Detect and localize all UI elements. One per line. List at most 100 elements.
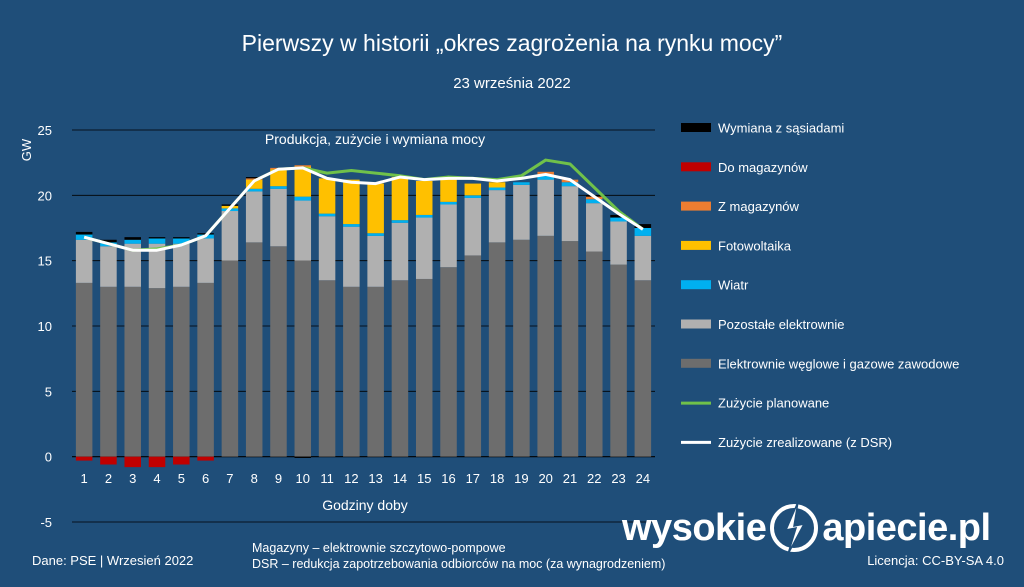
note-storage: Magazyny – elektrownie szczytowo-pompowe: [252, 541, 506, 555]
bar-segment: [586, 203, 603, 252]
bar-segment: [173, 243, 190, 287]
x-tick-label: 11: [320, 471, 334, 486]
x-tick-label: 1: [81, 471, 88, 486]
bar-segment: [634, 228, 652, 236]
bar-segment: [391, 222, 409, 281]
x-tick-label: 19: [514, 471, 528, 486]
legend-label: Wymiana z sąsiadami: [718, 121, 844, 136]
bar-segment: [415, 217, 433, 279]
bar-segment: [173, 238, 190, 244]
y-tick-label: 15: [38, 254, 52, 269]
bar-segment: [343, 179, 360, 225]
data-source: Dane: PSE | Wrzesień 2022: [32, 553, 194, 568]
chart-title: Produkcja, zużycie i wymiana mocy: [265, 131, 485, 147]
x-tick-label: 18: [490, 471, 504, 486]
bar-segment: [75, 239, 93, 283]
bar-segment: [221, 260, 239, 457]
bar-segment: [270, 188, 287, 247]
bar-segment: [415, 278, 433, 457]
x-tick-label: 10: [296, 471, 310, 486]
bar-segment: [124, 237, 141, 240]
bar-segment: [464, 183, 482, 196]
legend-label: Elektrownie węglowe i gazowe zawodowe: [718, 356, 959, 371]
legend-swatch: [681, 201, 711, 211]
bar-segment: [537, 235, 554, 457]
brand-left: wysokie: [622, 506, 767, 549]
y-tick-label: 25: [38, 123, 52, 138]
bar-segment: [610, 217, 627, 222]
x-tick-label: 21: [563, 471, 577, 486]
bar-segment: [513, 239, 530, 457]
bar-segment: [440, 201, 457, 205]
bar-segment: [245, 188, 263, 192]
legend-label: Zużycie zrealizowane (z DSR): [718, 435, 892, 450]
footer-notes: Magazyny – elektrownie szczytowo-pompowe…: [252, 540, 665, 572]
legend-label: Z magazynów: [718, 199, 800, 214]
bar-segment: [391, 280, 409, 457]
x-tick-label: 24: [636, 471, 650, 486]
x-tick-label: 23: [611, 471, 625, 486]
bar-segment: [537, 179, 554, 236]
x-tick-label: 12: [344, 471, 358, 486]
bar-segment: [561, 241, 579, 457]
bar-segment: [124, 239, 141, 244]
bar-segment: [294, 165, 312, 167]
x-tick-label: 7: [226, 471, 233, 486]
bar-segment: [634, 224, 652, 228]
y-axis-label: GW: [19, 138, 34, 161]
bar-segment: [586, 251, 603, 457]
bar-segment: [245, 179, 263, 189]
legend-swatch: [681, 240, 711, 250]
legend-swatch: [681, 280, 711, 290]
bar-segment: [343, 286, 360, 457]
bar-segment: [100, 456, 117, 465]
bar-segment: [513, 184, 530, 240]
bar-segment: [343, 224, 360, 227]
bar-segment: [270, 246, 287, 457]
bar-segment: [634, 280, 652, 457]
note-dsr: DSR – redukcja zapotrzebowania odbiorców…: [252, 557, 666, 571]
x-tick-label: 4: [153, 471, 160, 486]
bar-segment: [634, 235, 652, 281]
bar-segment: [294, 166, 312, 197]
legend-swatch: [681, 319, 711, 329]
bar-segment: [488, 190, 506, 243]
bar-segment: [100, 239, 117, 243]
bar-segment: [464, 255, 482, 457]
brand-right: apiecie.pl: [822, 506, 991, 549]
bar-segment: [75, 234, 93, 240]
bar-segment: [391, 177, 409, 221]
x-axis-label: Godziny doby: [322, 497, 408, 513]
lightning-icon: [768, 500, 820, 556]
bar-segment: [488, 187, 506, 191]
x-tick-label: 6: [202, 471, 209, 486]
license: Licencja: CC-BY-SA 4.0: [867, 553, 1004, 568]
bar-segment: [100, 286, 117, 457]
bar-segment: [148, 238, 166, 244]
bar-segment: [294, 196, 312, 201]
bar-segment: [561, 182, 579, 187]
bar-segment: [488, 182, 506, 188]
bar-segment: [245, 177, 263, 179]
y-tick-label: -5: [40, 515, 52, 530]
bar-segment: [148, 456, 166, 468]
x-tick-label: 20: [538, 471, 552, 486]
bar-segment: [197, 238, 214, 283]
bar-segment: [610, 221, 627, 265]
legend-swatch: [681, 162, 711, 172]
brand-logo: wysokie apiecie.pl: [622, 498, 991, 558]
bar-segment: [488, 242, 506, 457]
legend-swatch: [681, 358, 711, 368]
bar-segment: [148, 243, 166, 289]
bar-segment: [343, 226, 360, 287]
bar-segment: [440, 178, 457, 202]
x-tick-label: 14: [393, 471, 407, 486]
bar-segment: [173, 456, 190, 465]
bar-segment: [75, 456, 93, 461]
legend-label: Wiatr: [718, 278, 749, 293]
bar-segment: [221, 204, 239, 206]
legend-swatch: [681, 123, 711, 132]
bar-segment: [610, 264, 627, 457]
bar-segment: [367, 183, 384, 234]
